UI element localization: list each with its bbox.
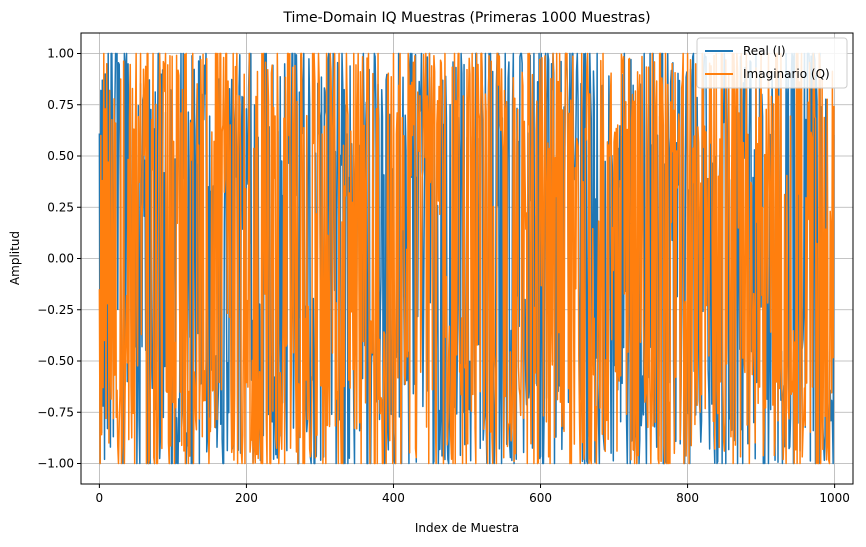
x-axis-label: Index de Muestra (415, 521, 519, 535)
x-tick-label: 1000 (819, 491, 850, 505)
y-tick-label: −1.00 (37, 457, 74, 471)
x-tick-label: 400 (382, 491, 405, 505)
y-tick-label: −0.50 (37, 354, 74, 368)
x-tick-label: 800 (676, 491, 699, 505)
y-tick-label: 0.00 (47, 252, 74, 266)
x-tick-label: 0 (96, 491, 104, 505)
ticks: 0 200 400 600 800 1000 −1.00 −0.75 −0.50 −0.25 0.0… (37, 47, 850, 506)
y-tick-label: −0.25 (37, 303, 74, 317)
legend-label-imag: Imaginario (Q) (743, 67, 830, 81)
x-tick-label: 200 (235, 491, 258, 505)
y-tick-label: 0.75 (47, 98, 74, 112)
series-layer (98, 52, 835, 465)
legend-label-real: Real (I) (743, 44, 786, 58)
y-tick-label: 0.50 (47, 149, 74, 163)
legend-box (696, 37, 848, 89)
legend: Real (I) Imaginario (Q) (696, 37, 848, 89)
x-tick-label: 600 (529, 491, 552, 505)
y-tick-label: 1.00 (47, 47, 74, 61)
y-tick-label: −0.75 (37, 405, 74, 419)
chart-title: Time-Domain IQ Muestras (Primeras 1000 M… (282, 10, 650, 26)
y-axis-label: Amplitud (8, 231, 22, 285)
y-tick-label: 0.25 (47, 200, 74, 214)
series-line-imag (98, 52, 835, 465)
